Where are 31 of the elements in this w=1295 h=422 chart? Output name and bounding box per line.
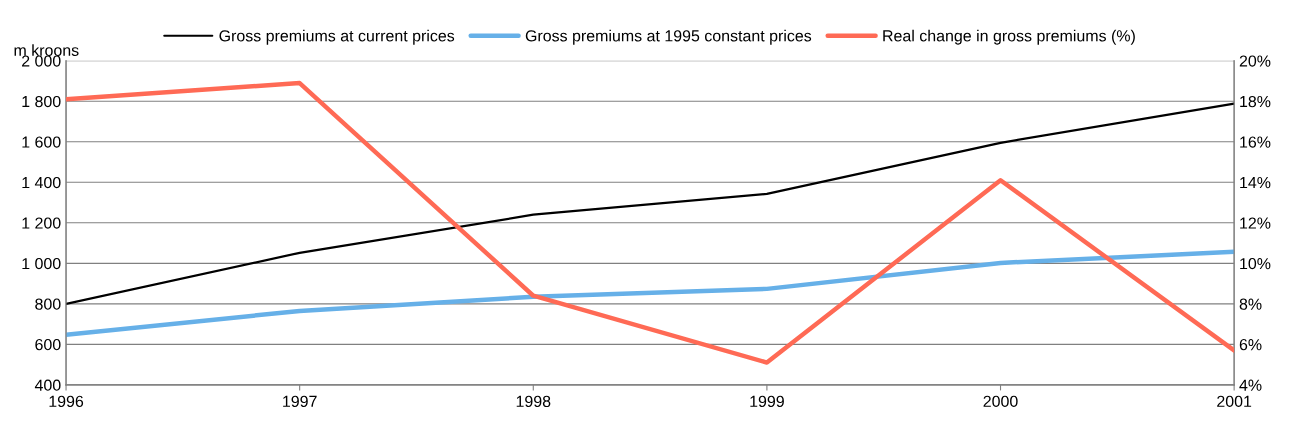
y2-tick-label: 10% bbox=[1240, 257, 1271, 270]
y-tick-label: 600 bbox=[35, 338, 61, 351]
legend-label: Real change in gross premiums (%) bbox=[883, 29, 1135, 45]
y2-tick-label: 18% bbox=[1240, 95, 1271, 108]
y-tick-label: 1 800 bbox=[22, 95, 61, 108]
y-tick-label: 1 400 bbox=[22, 176, 61, 189]
y-tick-label: 400 bbox=[34, 379, 61, 391]
y-tick-label: 1 600 bbox=[22, 136, 61, 148]
x-tick-label: 2000 bbox=[983, 395, 1018, 408]
legend-label: Gross premiums at 1995 constant prices bbox=[525, 29, 812, 45]
line-series bbox=[66, 80, 1235, 365]
y2-tick-label: 16% bbox=[1240, 136, 1271, 148]
y2-tick-label: 12% bbox=[1240, 217, 1271, 229]
y2-tick-label: 4% bbox=[1239, 379, 1262, 391]
line-series bbox=[66, 102, 1235, 305]
y-tick-label: 1 200 bbox=[22, 217, 61, 229]
x-tick-label: 1997 bbox=[283, 395, 317, 408]
line-series bbox=[66, 249, 1235, 338]
x-tick-label: 1999 bbox=[750, 395, 784, 408]
y2-tick-label: 14% bbox=[1240, 177, 1271, 189]
legend-label: Gross premiums at current prices bbox=[219, 29, 455, 45]
y-tick-label: 1 000 bbox=[22, 257, 61, 270]
y2-tick-label: 20% bbox=[1239, 55, 1271, 67]
y2-tick-label: 6% bbox=[1239, 338, 1262, 351]
y-tick-label: 800 bbox=[35, 298, 61, 310]
x-tick-label: 2001 bbox=[1217, 395, 1252, 408]
x-tick-label: 1996 bbox=[49, 395, 84, 408]
y2-tick-label: 8% bbox=[1239, 298, 1262, 310]
y-tick-label: 2 000 bbox=[22, 55, 61, 67]
x-tick-label: 1998 bbox=[516, 395, 551, 408]
y-axis-title: m kroons bbox=[14, 44, 79, 56]
